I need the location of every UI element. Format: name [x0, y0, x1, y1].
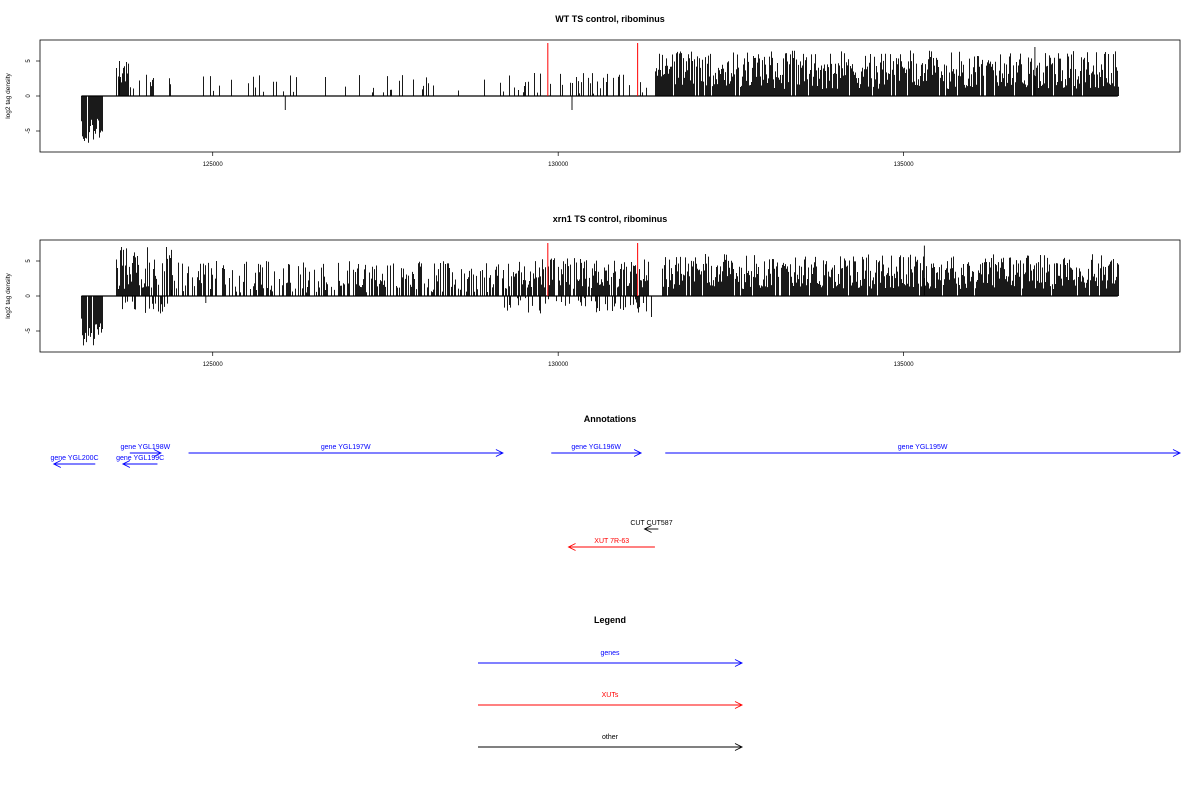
y-tick-label: 0	[26, 294, 32, 298]
feature-label: XUT 7R-63	[594, 538, 629, 545]
coverage-bars	[81, 243, 1119, 346]
annotations-title: Annotations	[584, 414, 637, 424]
feature-label: gene YGL199C	[116, 455, 164, 462]
y-axis-label: log2 tag density	[5, 72, 12, 118]
feature-label: CUT CUT587	[630, 520, 672, 527]
legend-arrow	[478, 743, 744, 751]
panel-title: xrn1 TS control, ribominus	[553, 214, 668, 224]
legend-items: genes XUTs other	[478, 650, 744, 751]
feature-arrow	[129, 449, 162, 457]
legend: Legend genes XUTs other	[478, 615, 744, 751]
wt-coverage-panel: WT TS control, ribominus log2 tag densit…	[5, 14, 1181, 168]
panel-title: WT TS control, ribominus	[555, 14, 665, 24]
x-tick-label: 130000	[548, 162, 569, 168]
feature-arrow	[52, 460, 96, 468]
x-tick-label: 125000	[203, 362, 224, 368]
y-tick-label: -5	[26, 128, 32, 134]
axis-ticks: 125000 130000 135000 -5 0 5	[26, 259, 914, 368]
y-tick-label: 5	[26, 259, 32, 263]
legend-label: XUTs	[602, 692, 619, 699]
feature-arrow	[188, 449, 504, 457]
x-tick-label: 130000	[548, 362, 569, 368]
feature-arrow	[665, 449, 1182, 457]
legend-label: other	[602, 734, 619, 741]
annotation-features: gene YGL200C gene YGL199C gene YGL198W gene…	[50, 444, 1182, 551]
x-tick-label: 135000	[894, 362, 915, 368]
legend-label: genes	[600, 650, 620, 657]
feature-arrow	[643, 525, 659, 533]
y-tick-label: 5	[26, 59, 32, 63]
feature-label: gene YGL195W	[898, 444, 948, 451]
xrn1-coverage-panel: xrn1 TS control, ribominus log2 tag dens…	[5, 214, 1181, 368]
feature-arrow	[551, 449, 643, 457]
feature-label: gene YGL197W	[321, 444, 371, 451]
x-tick-label: 135000	[894, 162, 915, 168]
coverage-bars	[81, 43, 1119, 143]
y-tick-label: 0	[26, 94, 32, 98]
feature-arrow	[121, 460, 158, 468]
feature-arrow	[567, 543, 655, 551]
legend-arrow	[478, 659, 744, 667]
feature-label: gene YGL198W	[121, 444, 171, 451]
y-tick-label: -5	[26, 328, 32, 334]
x-tick-label: 125000	[203, 162, 224, 168]
legend-title: Legend	[594, 615, 626, 625]
legend-arrow	[478, 701, 744, 709]
annotations-track: Annotations gene YGL200C gene YGL199Cgene…	[50, 414, 1182, 551]
feature-label: gene YGL196W	[571, 444, 621, 451]
axis-ticks: 125000 130000 135000 -5 0 5	[26, 59, 914, 168]
feature-label: gene YGL200C	[50, 455, 98, 462]
y-axis-label: log2 tag density	[5, 272, 12, 318]
